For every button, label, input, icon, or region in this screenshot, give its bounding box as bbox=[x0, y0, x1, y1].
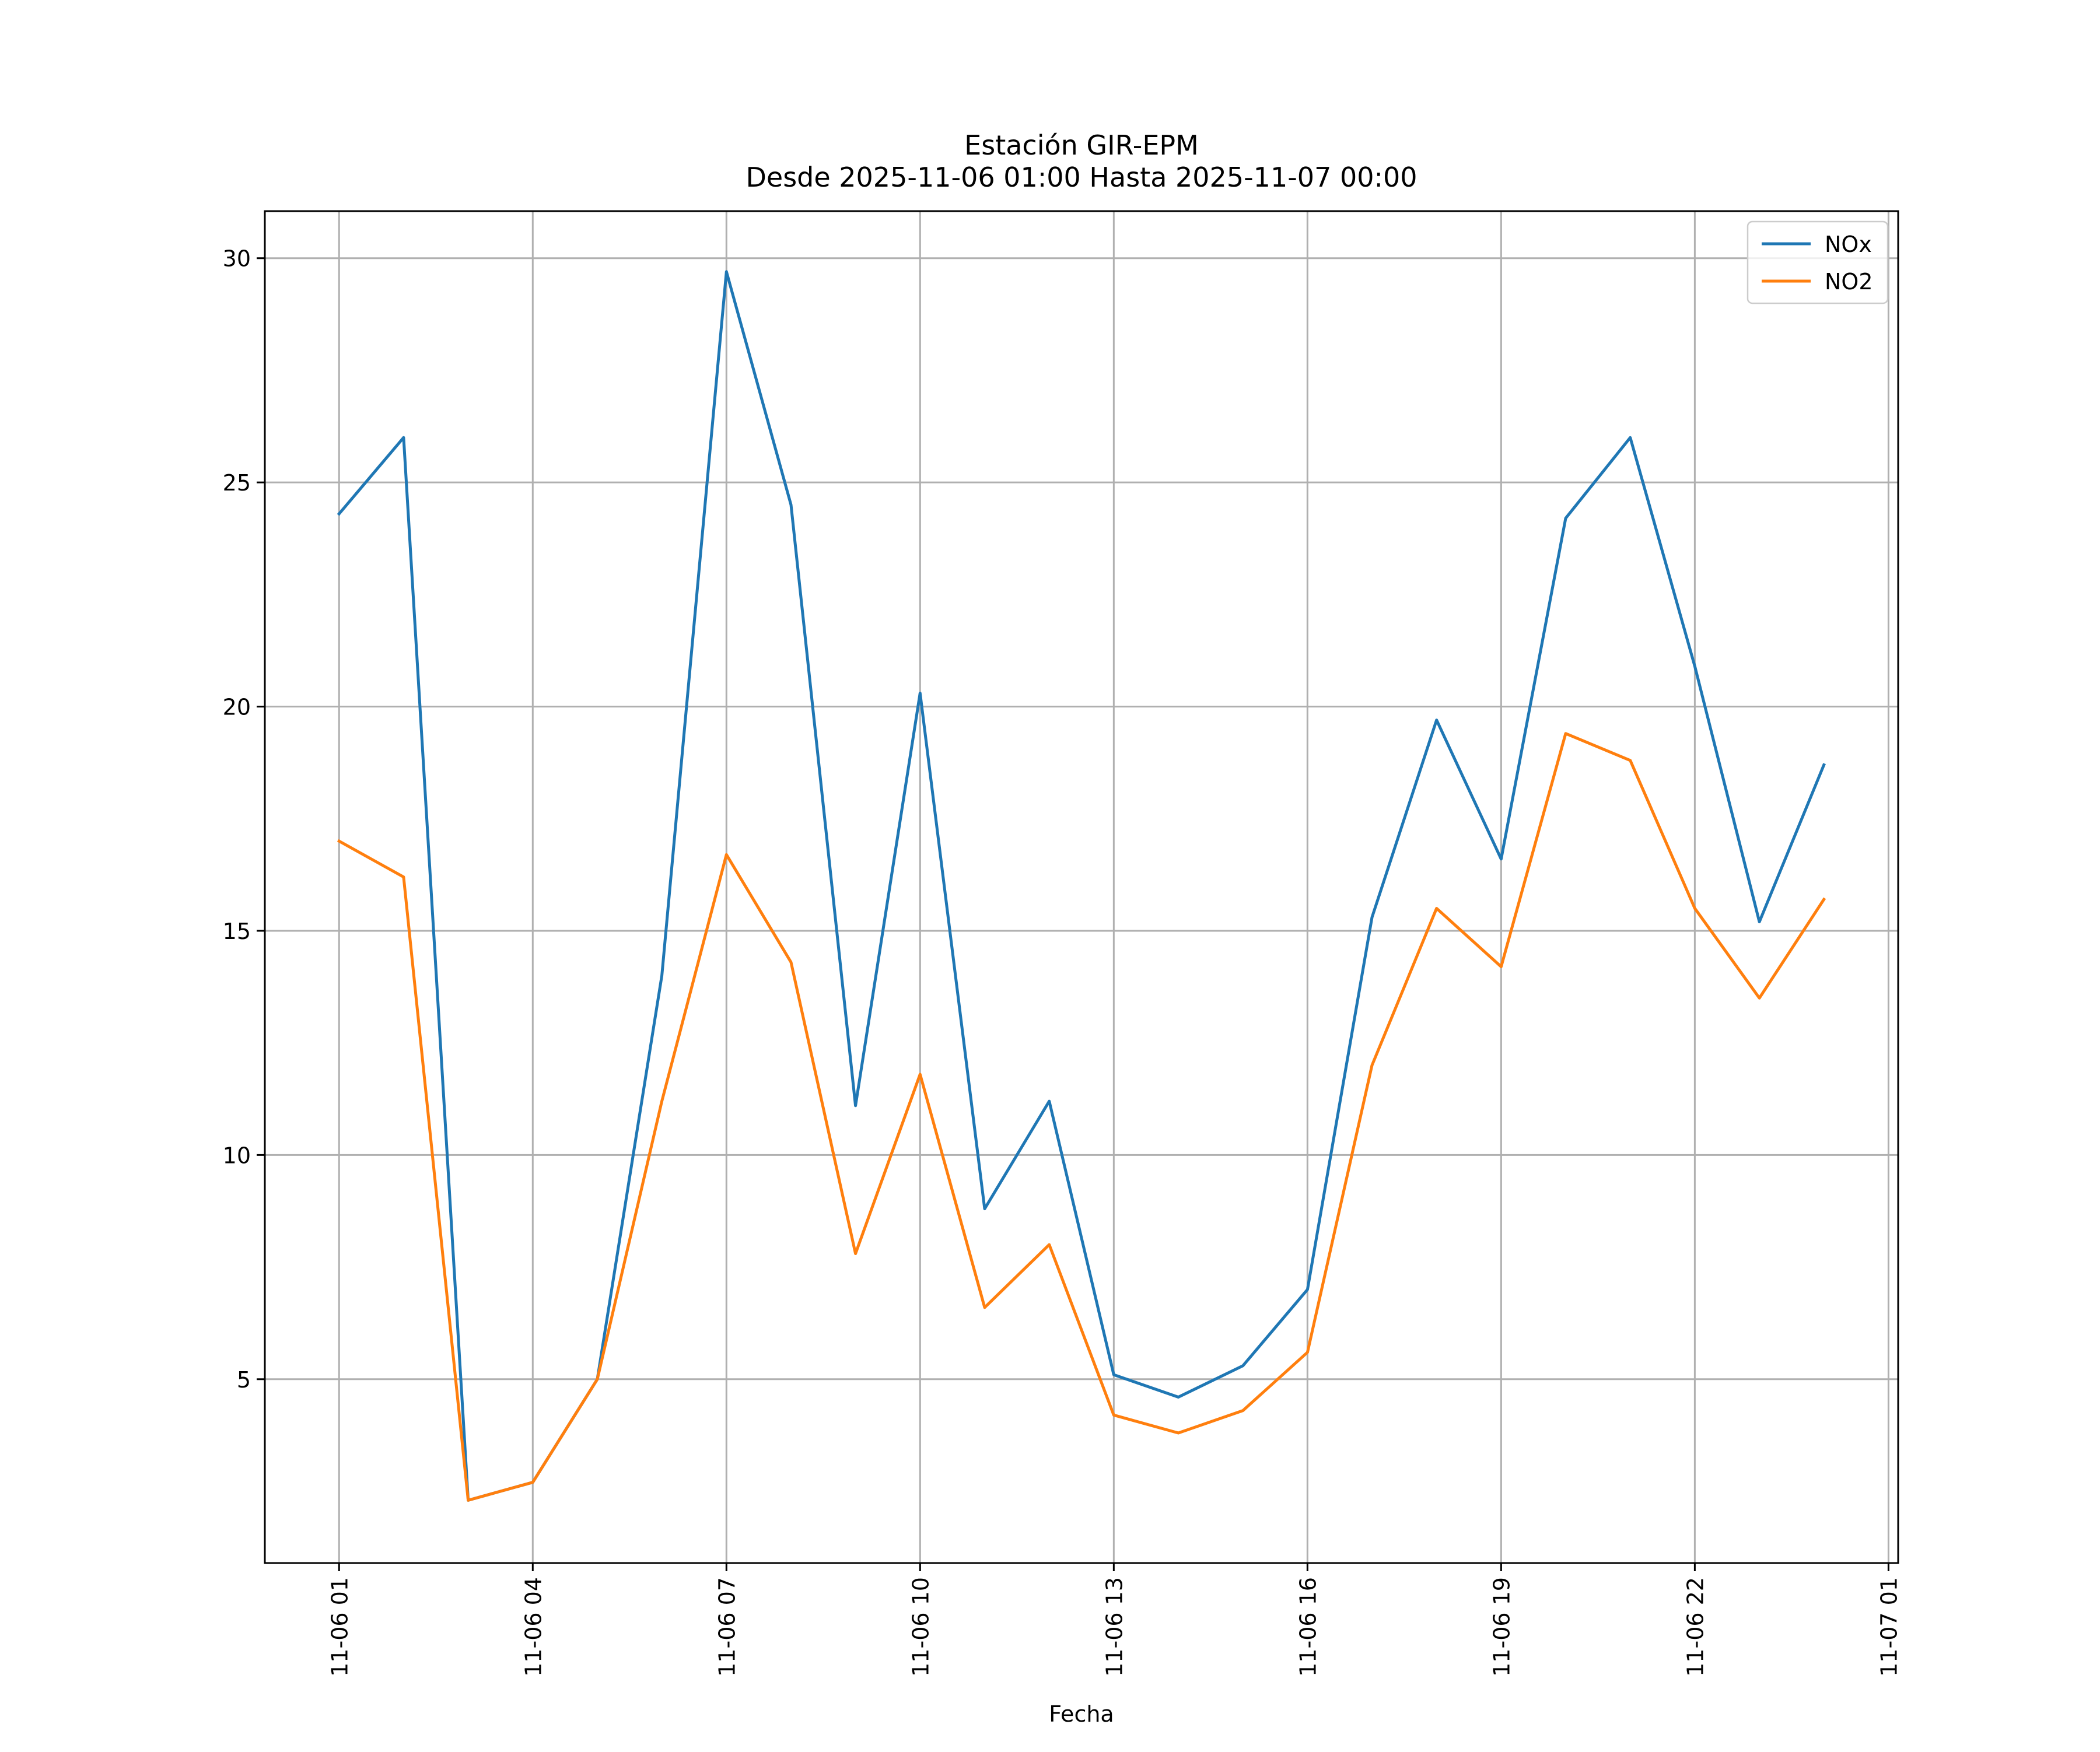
x-tick-label: 11-06 16 bbox=[1295, 1577, 1321, 1677]
grid-lines bbox=[265, 211, 1898, 1563]
data-point-no2 bbox=[1370, 1064, 1374, 1067]
chart-title-line2: Desde 2025-11-06 01:00 Hasta 2025-11-07 … bbox=[746, 162, 1417, 193]
data-point-nox bbox=[1499, 857, 1503, 861]
x-tick-label: 11-06 13 bbox=[1101, 1577, 1127, 1677]
data-point-nox bbox=[1693, 664, 1696, 668]
data-point-no2 bbox=[789, 961, 793, 964]
data-point-nox bbox=[1177, 1396, 1180, 1399]
data-point-nox bbox=[1629, 436, 1632, 439]
y-tick-label: 30 bbox=[223, 246, 251, 272]
x-tick-label: 11-06 10 bbox=[908, 1577, 933, 1677]
data-point-no2 bbox=[660, 1099, 664, 1103]
y-tick-label: 20 bbox=[223, 695, 251, 720]
legend: NOx NO2 bbox=[1746, 220, 1889, 304]
legend-label-nox: NOx bbox=[1825, 232, 1872, 257]
data-point-no2 bbox=[1499, 965, 1503, 968]
data-point-no2 bbox=[1112, 1413, 1115, 1417]
y-axis: 5 10 15 20 25 30 bbox=[223, 246, 265, 1393]
data-point-no2 bbox=[1435, 907, 1438, 910]
data-point-nox bbox=[724, 270, 728, 274]
data-point-nox bbox=[1758, 920, 1761, 924]
data-point-no2 bbox=[724, 853, 728, 856]
data-point-no2 bbox=[1177, 1431, 1180, 1435]
y-tick-label: 5 bbox=[237, 1367, 251, 1393]
x-axis-label: Fecha bbox=[1049, 1701, 1114, 1727]
plot-area-frame bbox=[264, 210, 1899, 1564]
data-point-nox bbox=[1822, 763, 1826, 766]
data-point-nox bbox=[854, 1104, 858, 1108]
data-point-no2 bbox=[337, 839, 341, 843]
data-point-no2 bbox=[1629, 759, 1632, 762]
x-tick-label: 11-06 19 bbox=[1489, 1577, 1514, 1677]
x-tick-label: 11-06 22 bbox=[1682, 1577, 1708, 1677]
data-point-no2 bbox=[596, 1378, 599, 1381]
data-point-no2 bbox=[467, 1498, 470, 1502]
data-point-nox bbox=[402, 436, 405, 439]
data-point-no2 bbox=[1306, 1351, 1309, 1354]
x-tick-label: 11-06 07 bbox=[714, 1577, 740, 1677]
data-point-nox bbox=[1435, 719, 1438, 722]
legend-label-no2: NO2 bbox=[1825, 269, 1873, 295]
data-point-nox bbox=[660, 974, 664, 977]
data-point-no2 bbox=[402, 875, 405, 879]
data-point-no2 bbox=[1758, 996, 1761, 1000]
series-line-no2 bbox=[337, 732, 1826, 1502]
legend-box bbox=[1746, 220, 1889, 304]
data-point-nox bbox=[789, 503, 793, 507]
y-tick-label: 25 bbox=[223, 470, 251, 496]
data-point-nox bbox=[1306, 1288, 1309, 1291]
data-point-nox bbox=[1048, 1099, 1051, 1103]
data-point-no2 bbox=[1564, 732, 1567, 735]
data-point-nox bbox=[1370, 916, 1374, 919]
x-axis: 11-06 01 11-06 04 11-06 07 11-06 10 11-06 13… bbox=[327, 1563, 1902, 1677]
data-point-nox bbox=[983, 1207, 986, 1211]
y-tick-label: 15 bbox=[223, 919, 251, 944]
y-tick-label: 10 bbox=[223, 1143, 251, 1168]
data-point-nox bbox=[1112, 1373, 1115, 1376]
x-tick-label: 11-06 01 bbox=[327, 1577, 352, 1677]
data-point-no2 bbox=[1822, 898, 1826, 901]
data-point-no2 bbox=[1241, 1409, 1245, 1413]
series-lines bbox=[337, 270, 1826, 1502]
data-point-no2 bbox=[854, 1252, 858, 1256]
data-point-nox bbox=[1241, 1364, 1245, 1368]
data-point-nox bbox=[918, 691, 922, 695]
data-point-nox bbox=[1564, 517, 1567, 520]
data-point-no2 bbox=[531, 1481, 534, 1484]
data-point-no2 bbox=[1693, 907, 1696, 910]
data-point-no2 bbox=[918, 1073, 922, 1076]
x-tick-label: 11-06 04 bbox=[520, 1577, 546, 1677]
data-point-no2 bbox=[983, 1306, 986, 1309]
data-point-no2 bbox=[1048, 1243, 1051, 1246]
chart-title-line1: Estación GIR-EPM bbox=[964, 129, 1199, 161]
x-tick-label: 11-07 01 bbox=[1876, 1577, 1902, 1677]
data-point-nox bbox=[337, 512, 341, 516]
